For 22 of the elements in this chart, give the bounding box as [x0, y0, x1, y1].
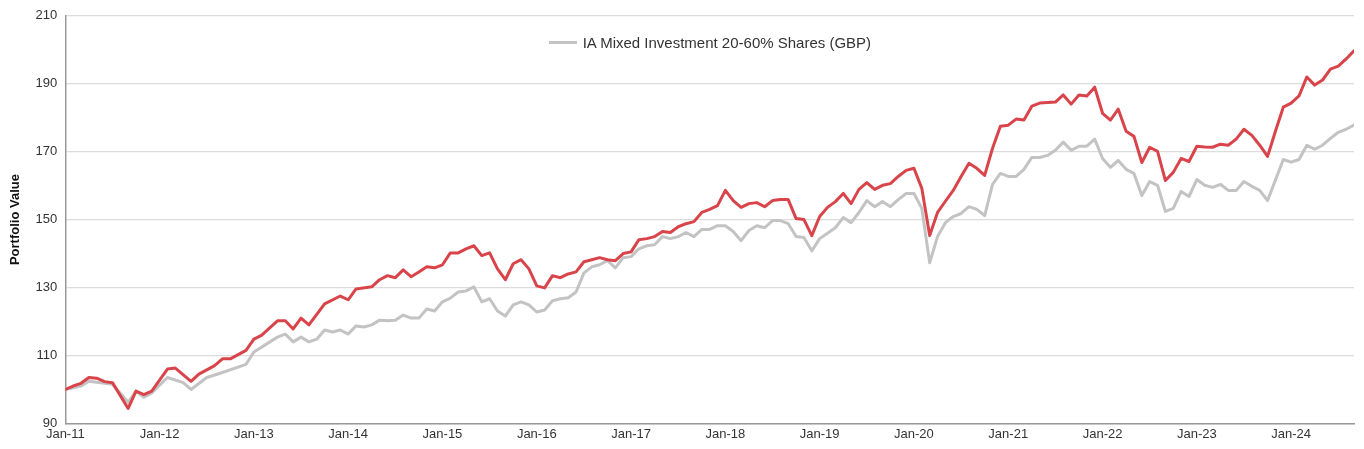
y-tick-label: 190	[35, 75, 58, 91]
x-tick-label: Jan-23	[1176, 425, 1217, 441]
y-tick-label: 150	[35, 211, 58, 227]
legend-label: IA Mixed Investment 20-60% Shares (GBP)	[582, 33, 872, 51]
x-tick-label: Jan-22	[1082, 425, 1123, 441]
x-tick-label: Jan-21	[988, 425, 1029, 441]
x-tick-label: Jan-18	[705, 425, 746, 441]
y-tick-label: 130	[35, 279, 58, 295]
y-tick-label: 90	[42, 414, 58, 430]
x-tick-label: Jan-20	[894, 425, 934, 441]
y-tick-label: 170	[35, 143, 58, 159]
x-tick-label: Jan-19	[799, 425, 840, 441]
x-tick-label: Jan-16	[516, 425, 557, 441]
x-tick-label: Jan-12	[139, 425, 180, 441]
y-axis-title: Portfolio Value	[7, 174, 23, 266]
x-tick-label: Jan-14	[328, 425, 369, 441]
x-tick-label: Jan-13	[234, 425, 274, 441]
y-tick-label: 210	[35, 7, 58, 23]
x-tick-label: Jan-17	[611, 425, 651, 441]
x-tick-label: Jan-15	[422, 425, 463, 441]
x-tick-label: Jan-24	[1271, 425, 1312, 441]
y-tick-label: 110	[36, 347, 58, 363]
